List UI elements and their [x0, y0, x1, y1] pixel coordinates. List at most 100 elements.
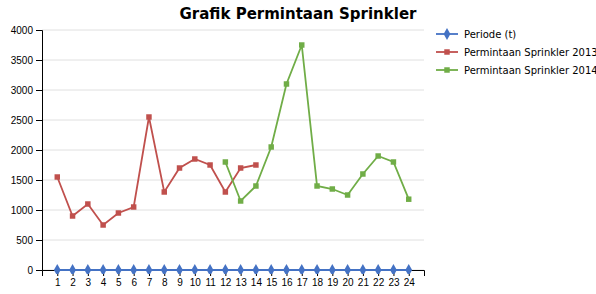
- tick-label: 17: [297, 277, 309, 288]
- marks: [54, 42, 412, 274]
- marker: [100, 264, 107, 274]
- marker: [375, 264, 382, 274]
- marker: [70, 213, 75, 218]
- marker: [177, 165, 182, 170]
- marker: [253, 264, 260, 274]
- tick-label: 3500: [11, 55, 34, 66]
- tick-mark: [36, 180, 42, 181]
- marker: [330, 186, 335, 191]
- tick-label: 12: [220, 277, 232, 288]
- tick-label: 7: [147, 277, 153, 288]
- legend-marker: [444, 28, 451, 40]
- legend-item: Permintaan Sprinkler 2014: [436, 65, 596, 76]
- tick-mark: [36, 60, 42, 61]
- marker: [405, 264, 412, 274]
- legend-item: Periode (t): [436, 28, 516, 40]
- axis-line: [43, 271, 425, 277]
- marker: [116, 210, 121, 215]
- tick-mark: [36, 270, 42, 271]
- tick-label: 24: [404, 277, 416, 288]
- marker: [207, 264, 214, 274]
- marker: [84, 264, 91, 274]
- marker: [191, 264, 198, 274]
- grid: [42, 30, 424, 270]
- tick-label: 0: [27, 265, 33, 276]
- marker: [345, 192, 350, 197]
- line: [57, 117, 256, 225]
- tick: 500: [16, 235, 42, 246]
- marker: [162, 189, 167, 194]
- tick-label: 15: [266, 277, 278, 288]
- tick-label: 1: [55, 277, 61, 288]
- tick: 4000: [11, 25, 42, 36]
- tick: 2500: [11, 115, 42, 126]
- tick: 3000: [11, 85, 42, 96]
- marker: [223, 159, 228, 164]
- marker: [299, 42, 304, 47]
- tick-label: 1500: [11, 175, 34, 186]
- legend-marker: [444, 67, 449, 72]
- marker: [55, 174, 60, 179]
- tick-label: 8: [162, 277, 168, 288]
- tick-label: 16: [281, 277, 293, 288]
- grid-line: [42, 60, 424, 61]
- marker: [237, 264, 244, 274]
- tick-label: 11: [205, 277, 216, 288]
- grid-line: [42, 210, 424, 211]
- tick: 1500: [11, 175, 42, 186]
- tick-label: 9: [177, 277, 183, 288]
- marker: [54, 264, 61, 274]
- tick-label: 20: [343, 277, 355, 288]
- tick-label: 18: [312, 277, 324, 288]
- tick-label: 500: [16, 235, 33, 246]
- plot: 1234567891011121314151617181920212223240…: [11, 25, 425, 288]
- chart: 1234567891011121314151617181920212223240…: [0, 0, 596, 294]
- tick-mark: [36, 90, 42, 91]
- tick-label: 1000: [11, 205, 34, 216]
- marker: [298, 264, 305, 274]
- marker: [130, 264, 137, 274]
- tick-label: 2000: [11, 145, 34, 156]
- tick-label: 14: [251, 277, 263, 288]
- tick-label: 22: [373, 277, 385, 288]
- tick-label: 4: [101, 277, 107, 288]
- marker: [192, 156, 197, 161]
- marker: [176, 264, 183, 274]
- marker: [314, 264, 321, 274]
- y-axis: 0 500 1000 1500 2000 2500 3000 3500 4000: [11, 25, 43, 276]
- legend-marker: [444, 49, 449, 54]
- marker: [390, 264, 397, 274]
- tick: 2000: [11, 145, 42, 156]
- marker: [207, 162, 212, 167]
- tick: 3500: [11, 55, 42, 66]
- tick-label: 21: [358, 277, 370, 288]
- tick-label: 4000: [11, 25, 34, 36]
- marker: [146, 114, 151, 119]
- legend-label: Permintaan Sprinkler 2014: [464, 65, 596, 76]
- marker: [360, 171, 365, 176]
- legend-item: Permintaan Sprinkler 2013: [436, 47, 596, 58]
- marker: [238, 165, 243, 170]
- marker: [391, 159, 396, 164]
- axis-line: [36, 31, 43, 271]
- marker: [223, 189, 228, 194]
- legend: Periode (t) Permintaan Sprinkler 2013 Perm…: [436, 28, 596, 75]
- marker: [131, 204, 136, 209]
- tick: 1000: [11, 205, 42, 216]
- marker: [238, 198, 243, 203]
- title: Grafik Permintaan Sprinkler: [180, 5, 418, 23]
- marker: [161, 264, 168, 274]
- marker: [329, 264, 336, 274]
- marker: [100, 222, 105, 227]
- tick-mark: [36, 240, 42, 241]
- tick-label: 23: [388, 277, 400, 288]
- marker: [284, 81, 289, 86]
- tick-label: 3: [86, 277, 92, 288]
- tick-label: 6: [131, 277, 137, 288]
- marker: [253, 183, 258, 188]
- grid-line: [42, 120, 424, 121]
- marker: [115, 264, 122, 274]
- series: [223, 42, 412, 203]
- grid-line: [42, 240, 424, 241]
- marker: [406, 196, 411, 201]
